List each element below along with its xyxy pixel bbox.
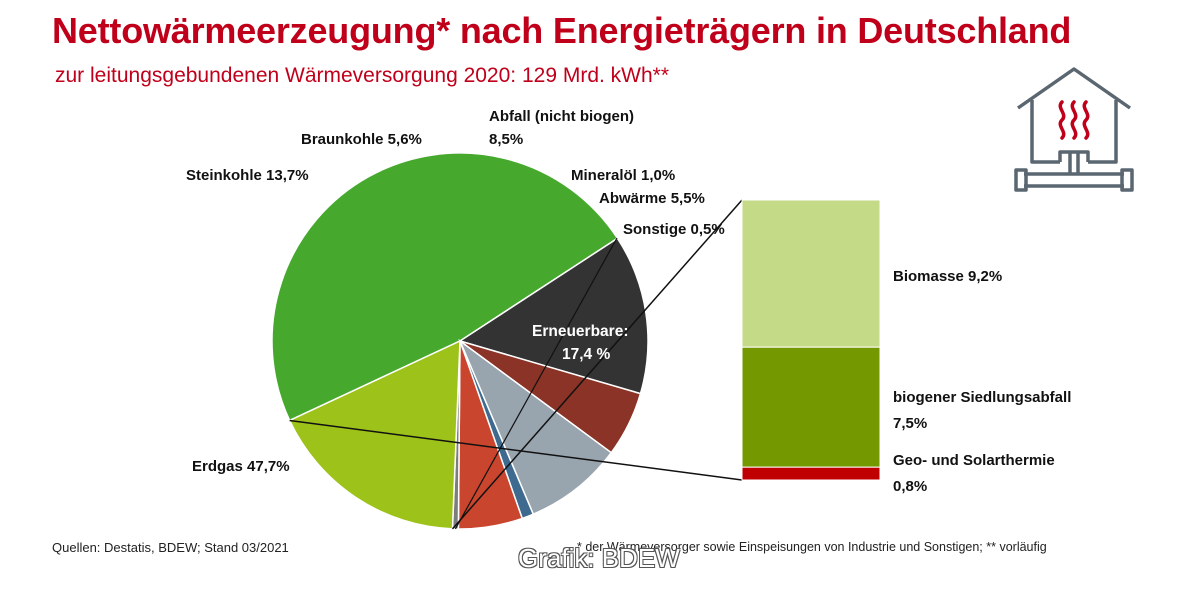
pie-slice-erneuerbare — [288, 339, 461, 530]
label-braunkohle: Braunkohle 5,6% — [301, 131, 422, 148]
label-abwaerme: Abwärme 5,5% — [599, 190, 705, 207]
connector-lines — [289, 199, 743, 530]
connector-top — [451, 199, 743, 530]
pie-slices — [271, 152, 649, 530]
house-heating-icon — [1014, 67, 1134, 192]
bar-segment-biomasse — [741, 199, 881, 348]
chart-subtitle: zur leitungsgebundenen Wärmeversorgung 2… — [55, 64, 670, 87]
label-siedlungsabfall: biogener Siedlungsabfall — [893, 389, 1071, 406]
label-mineraloel: Mineralöl 1,0% — [571, 167, 675, 184]
chart-labels: Braunkohle 5,6% Abfall (nicht biogen) 8,5%… — [186, 108, 1071, 495]
notes-footnote: * der Wärmeversorger sowie Einspeisungen… — [577, 540, 1047, 554]
bar-segment-geo_solar — [741, 466, 881, 481]
label-abfall: Abfall (nicht biogen) — [489, 108, 634, 125]
pie-slice-abfall — [458, 338, 613, 516]
label-erneuerbare: Erneuerbare: — [532, 323, 628, 340]
label-sonstige: Sonstige 0,5% — [623, 221, 725, 238]
label-abfall-value: 8,5% — [489, 131, 523, 148]
label-biomasse: Biomasse 9,2% — [893, 268, 1002, 285]
label-geo_solar: Geo- und Solarthermie — [893, 452, 1055, 469]
breakdown-bar — [741, 199, 881, 481]
connector-bottom — [289, 419, 743, 481]
label-siedlungsabfall-value: 7,5% — [893, 415, 927, 432]
pie-slice-steinkohle — [458, 237, 649, 395]
sonstige-leader — [454, 237, 618, 530]
label-steinkohle: Steinkohle 13,7% — [186, 167, 309, 184]
bar-segment-siedlungsabfall — [741, 346, 881, 468]
graphic-credit: Grafik: BDEW — [518, 543, 680, 573]
pie-slice-erdgas — [271, 152, 619, 422]
label-geo_solar-value: 0,8% — [893, 478, 927, 495]
sources-footnote: Quellen: Destatis, BDEW; Stand 03/2021 — [52, 540, 289, 555]
label-erneuerbare-value: 17,4 % — [562, 346, 610, 363]
label-erdgas: Erdgas 47,7% — [192, 458, 290, 475]
chart-title: Nettowärmeerzeugung* nach Energieträgern… — [52, 10, 1072, 51]
